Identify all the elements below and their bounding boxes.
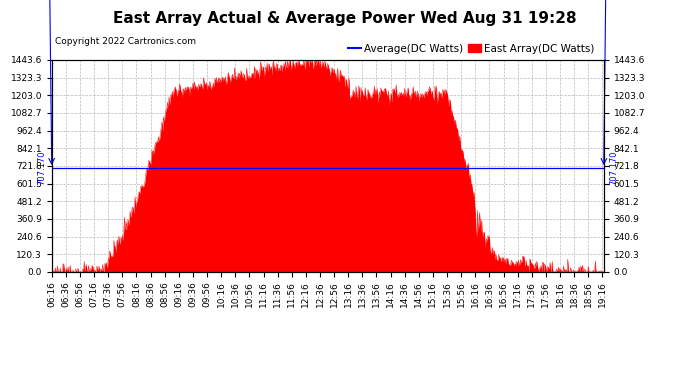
Legend: Average(DC Watts), East Array(DC Watts): Average(DC Watts), East Array(DC Watts): [344, 40, 598, 58]
Text: East Array Actual & Average Power Wed Aug 31 19:28: East Array Actual & Average Power Wed Au…: [113, 11, 577, 26]
Text: 707.170: 707.170: [609, 151, 618, 185]
Text: 707.170: 707.170: [37, 151, 46, 185]
Text: Copyright 2022 Cartronics.com: Copyright 2022 Cartronics.com: [55, 38, 196, 46]
